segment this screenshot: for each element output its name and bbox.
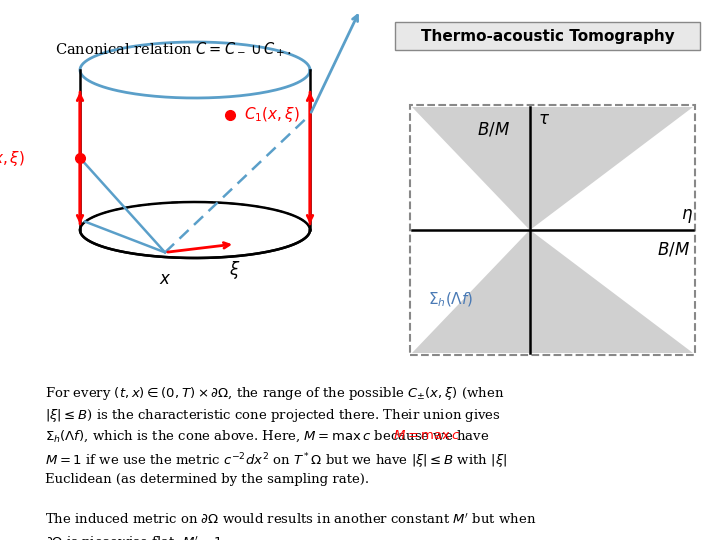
Polygon shape xyxy=(530,107,693,230)
Polygon shape xyxy=(412,107,530,230)
Text: $\eta$: $\eta$ xyxy=(681,207,693,225)
FancyBboxPatch shape xyxy=(410,105,695,355)
Text: $C_1(x,\xi)$: $C_1(x,\xi)$ xyxy=(245,105,300,124)
Text: $\xi$: $\xi$ xyxy=(229,259,240,281)
Text: Euclidean (as determined by the sampling rate).: Euclidean (as determined by the sampling… xyxy=(45,473,369,486)
FancyBboxPatch shape xyxy=(395,22,700,50)
Text: $\tau$: $\tau$ xyxy=(538,110,550,128)
Text: For every $(t,x) \in (0,T) \times \partial\Omega$, the range of the possible $C_: For every $(t,x) \in (0,T) \times \parti… xyxy=(45,385,505,402)
Text: $M = \mathrm{max}\, c$: $M = \mathrm{max}\, c$ xyxy=(393,429,461,442)
Text: $C_-(x,\xi)$: $C_-(x,\xi)$ xyxy=(0,148,25,167)
Text: Canonical relation $C = C_- \cup C_+$.: Canonical relation $C = C_- \cup C_+$. xyxy=(55,40,292,59)
Text: Thermo-acoustic Tomography: Thermo-acoustic Tomography xyxy=(420,29,675,44)
Polygon shape xyxy=(530,230,693,353)
Text: $B/M$: $B/M$ xyxy=(477,120,510,138)
Text: $x$: $x$ xyxy=(159,271,171,288)
Text: $B/M$: $B/M$ xyxy=(657,240,690,258)
Text: The induced metric on $\partial\Omega$ would results in another constant $M'$ bu: The induced metric on $\partial\Omega$ w… xyxy=(45,513,536,528)
Text: $M = 1$ if we use the metric $c^{-2}dx^2$ on $T^*\Omega$ but we have $|\xi| \leq: $M = 1$ if we use the metric $c^{-2}dx^2… xyxy=(45,451,507,470)
Polygon shape xyxy=(412,230,530,353)
Text: $\Sigma_h(\Lambda f)$: $\Sigma_h(\Lambda f)$ xyxy=(428,291,473,309)
Text: $\partial\Omega$ is piecewise flat, $M' = 1$.: $\partial\Omega$ is piecewise flat, $M' … xyxy=(45,535,228,540)
Text: $|\xi| \leq B$) is the characteristic cone projected there. Their union gives: $|\xi| \leq B$) is the characteristic co… xyxy=(45,407,501,424)
Text: $\Sigma_h(\Lambda f)$, which is the cone above. Here, $M = \mathrm{max}\, c$ bec: $\Sigma_h(\Lambda f)$, which is the cone… xyxy=(45,429,490,444)
